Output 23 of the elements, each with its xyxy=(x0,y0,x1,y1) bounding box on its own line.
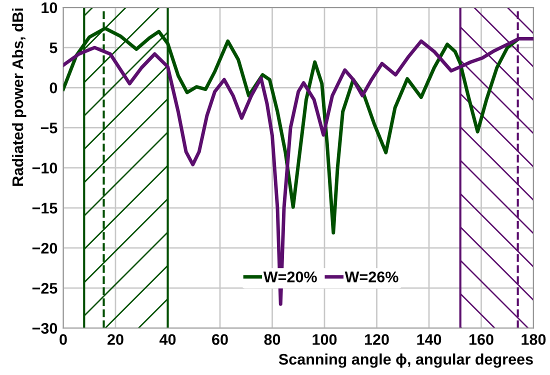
x-tick-label: 140 xyxy=(417,334,442,345)
x-tick-label: 0 xyxy=(60,334,67,345)
y-tick-label: −5 xyxy=(40,122,58,134)
legend-label: W=26% xyxy=(344,272,398,282)
y-tick-label: 5 xyxy=(50,42,58,54)
legend-label: W=20% xyxy=(263,272,317,282)
y-tick-label: −15 xyxy=(32,202,58,214)
x-tick-label: 40 xyxy=(159,334,176,345)
y-tick-label: 10 xyxy=(42,2,58,14)
y-axis-title: Radiated power Abs, dBi xyxy=(12,8,26,186)
y-tick-label: −25 xyxy=(32,282,58,294)
x-tick-label: 180 xyxy=(522,334,546,345)
x-tick-label: 20 xyxy=(108,334,124,345)
x-tick-label: 80 xyxy=(264,334,280,345)
y-tick-label: −20 xyxy=(32,242,58,254)
y-tick-label: −10 xyxy=(32,162,58,174)
x-tick-label: 100 xyxy=(312,334,337,345)
x-tick-label: 60 xyxy=(212,334,228,345)
y-tick-label: 0 xyxy=(50,82,58,94)
x-tick-label: 120 xyxy=(364,334,389,345)
x-axis-title: Scanning angle ϕ, angular degrees xyxy=(278,353,533,368)
x-tick-label: 160 xyxy=(469,334,494,345)
y-tick-label: −30 xyxy=(32,322,58,334)
